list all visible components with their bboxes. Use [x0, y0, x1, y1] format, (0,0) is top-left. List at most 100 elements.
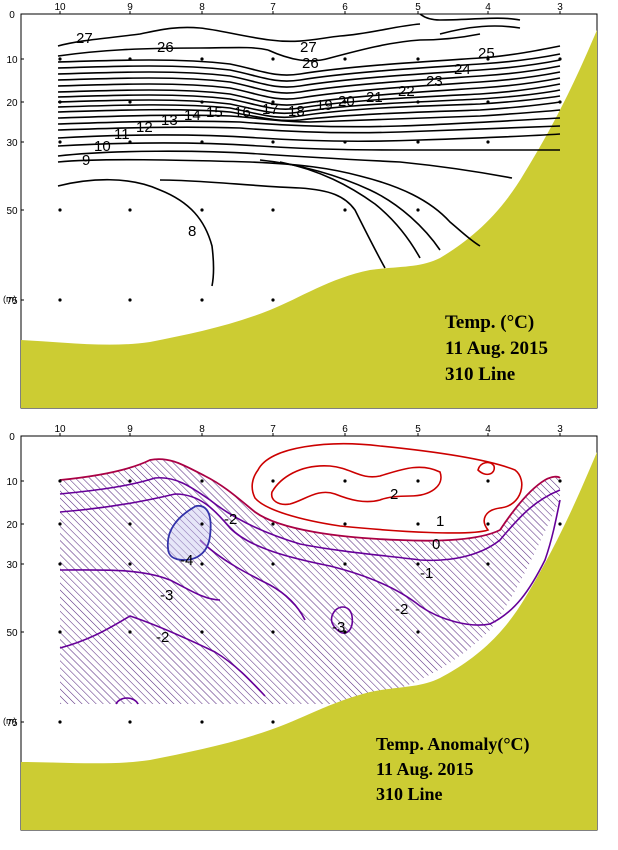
positive-anomaly-contours — [251, 443, 523, 534]
sample-point — [486, 522, 490, 526]
contour-label: -2 — [224, 511, 237, 528]
sample-point — [343, 522, 347, 526]
sample-point — [416, 57, 420, 61]
isotherm-27-right — [199, 23, 421, 43]
contour-label: 27 — [300, 39, 317, 56]
sample-point — [58, 720, 62, 724]
station-axis: 10 9 8 7 6 5 4 3 — [54, 2, 563, 14]
contour-label: 22 — [398, 83, 415, 100]
contour-label: -3 — [160, 587, 173, 604]
sample-point — [271, 140, 275, 144]
sample-point — [271, 522, 275, 526]
depth-tick-label: 75 — [6, 296, 18, 307]
depth-tick-label: 0 — [9, 432, 15, 443]
seabed-land — [21, 30, 597, 408]
sample-point — [128, 57, 132, 61]
sample-point — [200, 562, 204, 566]
sample-point — [343, 562, 347, 566]
anomaly-contour-0 — [59, 458, 561, 542]
depth-unit: (m) — [3, 716, 17, 726]
station-tick-label: 7 — [270, 2, 276, 13]
contour-label: 8 — [188, 223, 196, 240]
contour-label: 20 — [338, 93, 355, 110]
sample-point — [128, 208, 132, 212]
negative-anomaly-contours — [59, 476, 561, 705]
contour-label: 19 — [316, 97, 333, 114]
sample-point — [558, 479, 562, 483]
contour-label: 1 — [436, 513, 444, 530]
sample-point — [416, 100, 420, 104]
sample-point — [271, 208, 275, 212]
caption-line: 11 Aug. 2015 — [376, 759, 474, 779]
sample-point — [271, 57, 275, 61]
sample-point — [558, 57, 562, 61]
contour-label: -1 — [420, 565, 433, 582]
station-tick-label: 3 — [557, 424, 563, 435]
depth-axis: 0 10 20 30 50 75 — [6, 432, 24, 729]
contour-label: 17 — [262, 101, 279, 118]
chart-caption: Temp. Anomaly(°C) 11 Aug. 2015 310 Line — [376, 734, 530, 804]
isotherm-8 — [57, 178, 215, 287]
isotherm-9 — [57, 158, 481, 247]
sample-point — [128, 479, 132, 483]
station-tick-label: 8 — [199, 424, 205, 435]
sample-point — [58, 57, 62, 61]
sample-point — [200, 720, 204, 724]
sample-point — [271, 298, 275, 302]
anomaly-contour-small — [477, 461, 496, 476]
station-tick-label: 10 — [54, 424, 66, 435]
sample-point — [416, 562, 420, 566]
contour-label: 21 — [366, 89, 383, 106]
contour-label: 18 — [288, 103, 305, 120]
sample-point — [558, 100, 562, 104]
seabed-land — [21, 452, 597, 830]
depth-tick-label: 10 — [6, 55, 18, 66]
sample-point — [558, 522, 562, 526]
sample-point — [200, 630, 204, 634]
contour-label: 16 — [234, 104, 251, 121]
sample-point — [128, 562, 132, 566]
contour-label: 2 — [390, 486, 398, 503]
station-tick-label: 8 — [199, 2, 205, 13]
sample-point — [128, 522, 132, 526]
caption-line: Temp. (°C) — [445, 312, 534, 333]
sample-point — [416, 630, 420, 634]
depth-unit: (m) — [3, 294, 17, 304]
contour-label: 27 — [76, 30, 93, 47]
chart-caption: Temp. (°C) 11 Aug. 2015 310 Line — [445, 312, 548, 385]
station-tick-label: 4 — [485, 424, 491, 435]
sample-point — [271, 100, 275, 104]
station-tick-label: 10 — [54, 2, 66, 13]
station-tick-label: 3 — [557, 2, 563, 13]
sample-point — [271, 630, 275, 634]
sample-point — [486, 100, 490, 104]
sample-point — [200, 522, 204, 526]
station-tick-label: 6 — [342, 424, 348, 435]
sample-point — [343, 479, 347, 483]
station-tick-label: 6 — [342, 2, 348, 13]
contour-label: 12 — [136, 119, 153, 136]
station-tick-label: 9 — [127, 424, 133, 435]
sample-point — [200, 298, 204, 302]
sample-point — [58, 562, 62, 566]
depth-tick-label: 20 — [6, 520, 18, 531]
anomaly-contour-1 — [251, 443, 523, 534]
caption-line: 310 Line — [445, 364, 515, 385]
isotherm-26-right — [267, 33, 481, 62]
sample-point — [416, 140, 420, 144]
isotherm-26-left — [57, 46, 269, 57]
station-axis: 10 9 8 7 6 5 4 3 — [54, 424, 563, 436]
sample-point — [486, 57, 490, 61]
sample-points — [58, 57, 562, 302]
sample-point — [271, 479, 275, 483]
sample-point — [416, 522, 420, 526]
station-tick-label: 4 — [485, 2, 491, 13]
sample-point — [200, 100, 204, 104]
contour-label: -3 — [332, 619, 345, 636]
depth-tick-label: 50 — [6, 206, 18, 217]
sample-point — [271, 562, 275, 566]
station-tick-label: 9 — [127, 2, 133, 13]
sample-point — [58, 208, 62, 212]
sample-point — [343, 140, 347, 144]
